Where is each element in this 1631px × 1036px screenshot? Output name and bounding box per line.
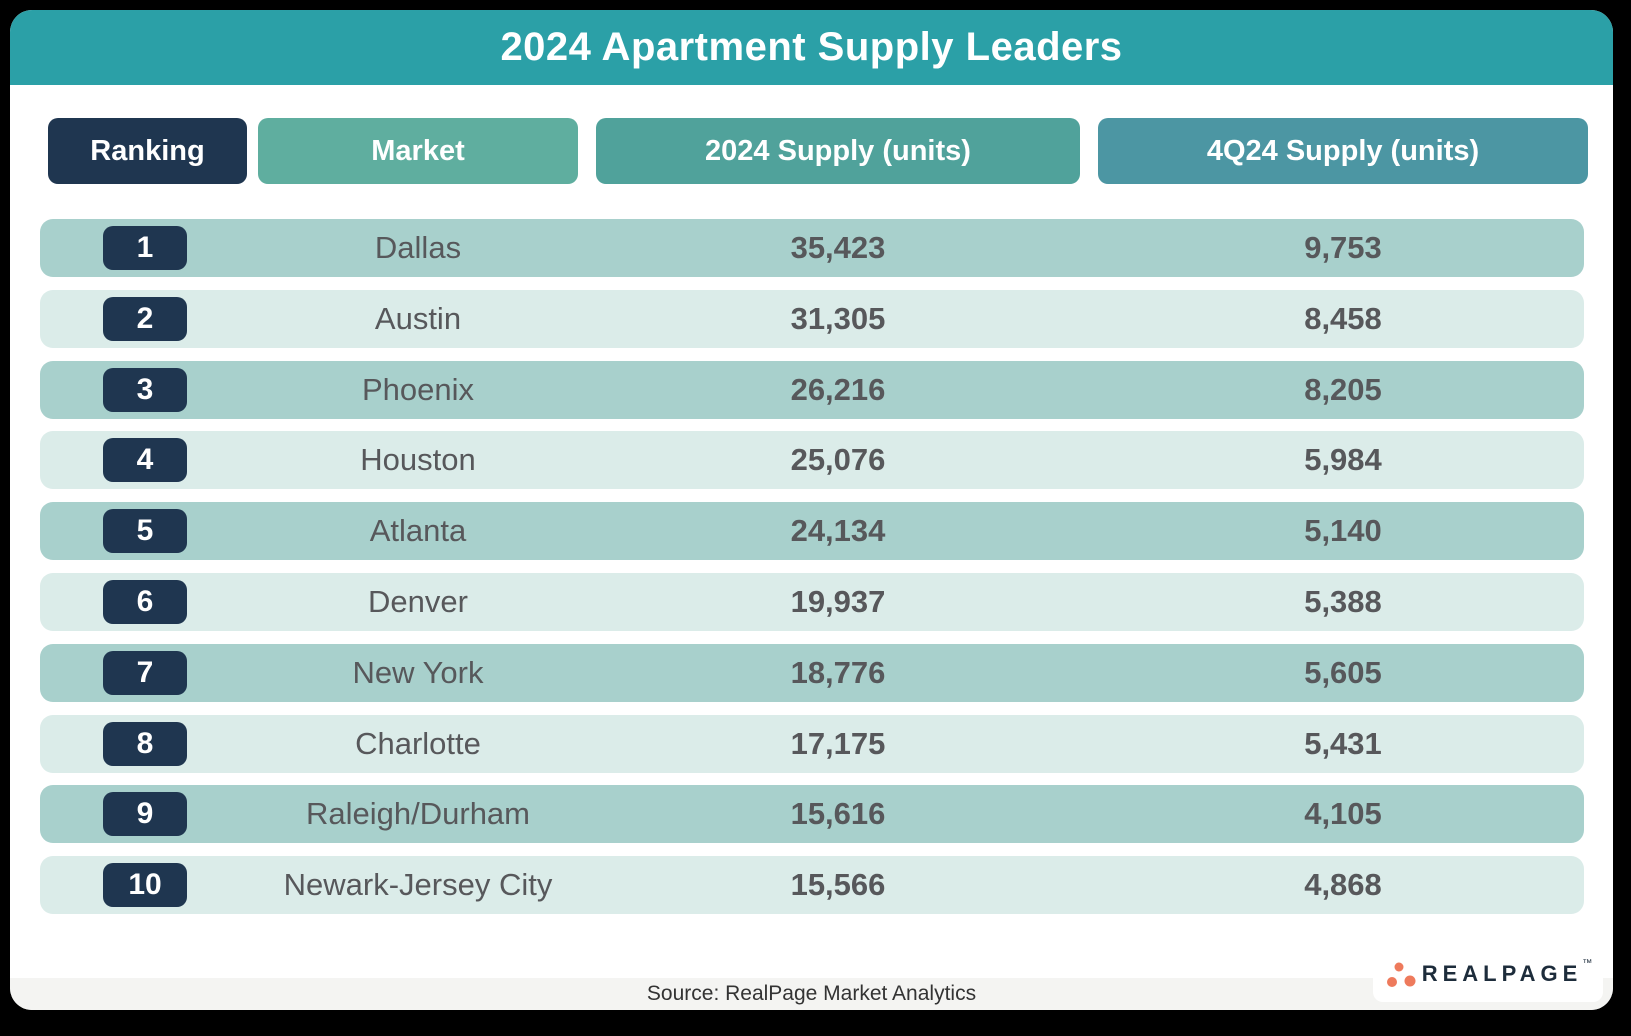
- realpage-logo-text: REALPAGE: [1421, 961, 1583, 986]
- supply-2024-value: 35,423: [790, 230, 886, 265]
- market-name: Charlotte: [355, 725, 481, 761]
- supply-4q24-value: 8,458: [1304, 300, 1382, 336]
- supply-2024-value: 24,134: [790, 513, 886, 549]
- supply-4q24-value: 5,388: [1304, 584, 1382, 619]
- ranking-badge: 2: [103, 296, 187, 341]
- table-row: 4 Houston 25,076 5,984: [40, 431, 1584, 490]
- market-name: Denver: [368, 584, 468, 619]
- ranking-badge: 6: [103, 580, 187, 624]
- market-name: Newark-Jersey City: [283, 867, 553, 903]
- supply-2024-value: 17,175: [790, 725, 886, 761]
- table-row: 3 Phoenix 26,216 8,205: [40, 360, 1584, 419]
- market-name: Austin: [374, 300, 462, 336]
- market-name: Dallas: [374, 230, 462, 265]
- ranking-badge: 7: [103, 650, 187, 695]
- column-header-2024-supply: 2024 Supply (units): [596, 118, 1080, 184]
- table-row: 8 Charlotte 17,175 5,431: [40, 714, 1584, 773]
- supply-2024-value: 15,616: [790, 796, 886, 832]
- table-row: 7 New York 18,776 5,605: [40, 643, 1584, 702]
- column-header-market: Market: [258, 118, 578, 184]
- column-header-ranking: Ranking: [48, 118, 247, 184]
- market-name: Raleigh/Durham: [306, 796, 530, 832]
- trademark-mark: ™: [1582, 958, 1593, 969]
- supply-4q24-value: 5,431: [1304, 725, 1382, 761]
- market-name: Atlanta: [369, 513, 467, 549]
- market-name: Phoenix: [361, 371, 475, 407]
- supply-4q24-value: 8,205: [1304, 371, 1382, 407]
- page-title: 2024 Apartment Supply Leaders: [500, 25, 1123, 69]
- supply-2024-value: 25,076: [790, 442, 886, 478]
- ranking-badge: 8: [103, 721, 187, 766]
- table-row: 2 Austin 31,305 8,458: [40, 289, 1584, 348]
- supply-4q24-value: 9,753: [1304, 230, 1382, 265]
- supply-2024-value: 15,566: [790, 867, 886, 903]
- supply-2024-value: 31,305: [790, 300, 886, 336]
- table-row: 9 Raleigh/Durham 15,616 4,105: [40, 785, 1584, 844]
- supply-2024-value: 19,937: [790, 584, 886, 619]
- title-bar: 2024 Apartment Supply Leaders: [10, 10, 1613, 85]
- supply-4q24-value: 4,868: [1304, 867, 1382, 903]
- infographic-card: 2024 Apartment Supply Leaders Ranking Ma…: [10, 10, 1613, 1010]
- market-name: Houston: [360, 442, 476, 478]
- supply-2024-value: 18,776: [790, 654, 886, 690]
- table-row: 6 Denver 19,937 5,388: [40, 573, 1584, 631]
- ranking-badge: 3: [103, 367, 187, 412]
- ranking-badge: 9: [103, 792, 187, 837]
- table-row: 1 Dallas 35,423 9,753: [40, 219, 1584, 277]
- table-row: 5 Atlanta 24,134 5,140: [40, 502, 1584, 561]
- ranking-badge: 10: [103, 863, 187, 908]
- column-header-label: 4Q24 Supply (units): [1206, 134, 1480, 167]
- table-row: 10 Newark-Jersey City 15,566 4,868: [40, 856, 1584, 915]
- supply-2024-value: 26,216: [790, 371, 886, 407]
- ranking-badge: 1: [103, 226, 187, 270]
- realpage-dots-icon: [1386, 962, 1416, 987]
- market-name: New York: [352, 654, 484, 690]
- table-body: 1 Dallas 35,423 9,753 2 Austin 31,305 8,458 3 Pho…: [40, 219, 1584, 919]
- supply-4q24-value: 5,984: [1304, 442, 1382, 478]
- supply-4q24-value: 5,605: [1304, 654, 1382, 690]
- source-note: Source: RealPage Market Analytics: [646, 982, 977, 1005]
- supply-4q24-value: 5,140: [1304, 513, 1382, 549]
- supply-4q24-value: 4,105: [1304, 796, 1382, 832]
- column-header-label: 2024 Supply (units): [705, 134, 971, 167]
- footer-strip: Source: RealPage Market Analytics: [10, 978, 1613, 1010]
- column-header-label: Market: [371, 134, 465, 167]
- column-header-4q24-supply: 4Q24 Supply (units): [1098, 118, 1588, 184]
- realpage-logo: REALPAGE ™: [1373, 946, 1603, 1002]
- column-header-label: Ranking: [90, 134, 205, 167]
- ranking-badge: 5: [103, 509, 187, 554]
- ranking-badge: 4: [103, 438, 187, 483]
